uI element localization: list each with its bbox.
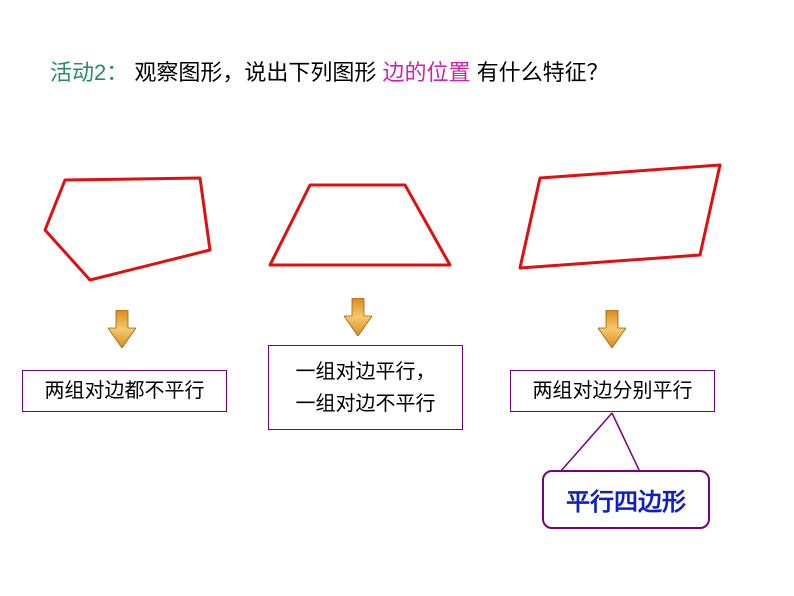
label-box-3: 两组对边分别平行 — [510, 370, 715, 412]
arrow-2 — [344, 298, 372, 336]
callout-parallelogram: 平行四边形 — [542, 470, 710, 529]
arrow-3 — [598, 310, 626, 348]
label-3-text: 两组对边分别平行 — [533, 375, 693, 407]
callout-text: 平行四边形 — [566, 489, 686, 516]
arrow-1 — [108, 310, 136, 348]
label-2-line1: 一组对边平行， — [296, 356, 436, 388]
label-box-2: 一组对边平行， 一组对边不平行 — [268, 345, 463, 430]
shape-irregular-quad — [45, 178, 210, 280]
label-box-1: 两组对边都不平行 — [22, 370, 227, 412]
label-1-text: 两组对边都不平行 — [45, 375, 205, 407]
label-2-line2: 一组对边不平行 — [296, 388, 436, 420]
shape-trapezoid — [270, 185, 450, 265]
shape-parallelogram — [520, 165, 720, 268]
